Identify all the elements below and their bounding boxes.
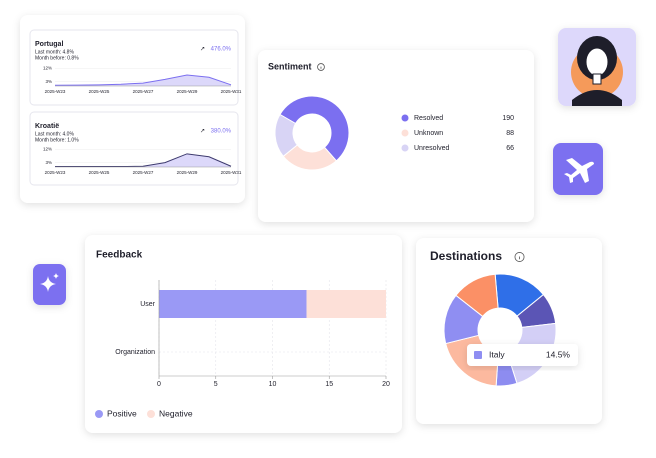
- x-tick-label: 0: [157, 381, 161, 388]
- x-tick-label: 2025-W23: [45, 170, 66, 175]
- y-tick-label: 12%: [43, 66, 52, 71]
- annotation: Month before: 1.0%: [35, 137, 79, 143]
- tooltip: [467, 344, 578, 366]
- slice: [279, 95, 350, 162]
- y-tick-label: Organization: [115, 349, 155, 356]
- x-tick-label: 2025-W29: [177, 89, 198, 94]
- x-tick-label: 2025-W31: [221, 170, 242, 175]
- plane-tile: [553, 143, 603, 195]
- line: [54, 74, 232, 86]
- avatar-tile: [558, 28, 636, 106]
- x-tick-label: 2025-W23: [45, 89, 66, 94]
- chart-title: Kroatië: [35, 123, 59, 130]
- chart-title: Sentiment: [268, 61, 312, 71]
- y-tick-label: 3%: [45, 160, 52, 165]
- sparkle-tile: [33, 264, 66, 305]
- annotation: Month before: 0.8%: [35, 55, 79, 61]
- x-tick-label: 2025-W27: [133, 170, 154, 175]
- annotation: Last month: 4.0%: [35, 131, 74, 137]
- x-tick-label: 2025-W25: [89, 170, 110, 175]
- y-tick-label: 12%: [43, 147, 52, 152]
- bar: [306, 290, 386, 318]
- legend-swatch: [95, 410, 103, 418]
- legend-swatch: [147, 410, 155, 418]
- legend-label: Unresolved: [414, 145, 450, 152]
- tooltip-value: 14.5%: [546, 349, 571, 359]
- x-tick-label: 2025-W27: [133, 89, 154, 94]
- area: [55, 75, 231, 86]
- legend-swatch: [401, 114, 409, 122]
- slice: [274, 113, 298, 158]
- line: [55, 153, 232, 168]
- x-tick-label: 15: [325, 381, 333, 388]
- legend-swatch: [401, 144, 409, 152]
- tooltip-label: Italy: [489, 349, 505, 359]
- info-icon: [317, 63, 325, 71]
- destinations-card: [416, 238, 602, 424]
- sentiment-card: [258, 50, 534, 222]
- change-badge: 476.0%: [211, 47, 232, 53]
- legend-value: 88: [506, 130, 514, 137]
- chart-title: Feedback: [96, 250, 143, 261]
- y-tick-label: User: [140, 301, 155, 308]
- x-tick-label: 20: [382, 381, 390, 388]
- badge-arrow: ↗: [200, 47, 205, 53]
- slice: [455, 273, 499, 318]
- legend-value: 190: [502, 115, 514, 122]
- feedback-card: [85, 235, 402, 433]
- legend-value: 66: [506, 145, 514, 152]
- chart-title: Portugal: [35, 41, 63, 48]
- area: [55, 153, 231, 167]
- x-tick-label: 10: [269, 381, 277, 388]
- legend-label: Unknown: [414, 130, 443, 137]
- x-tick-label: 2025-W29: [177, 170, 198, 175]
- y-tick-label: 3%: [45, 79, 52, 84]
- legend-label: Positive: [107, 408, 137, 418]
- x-tick-label: 5: [214, 381, 218, 388]
- chart-title: Destinations: [430, 249, 502, 263]
- tooltip-swatch: [474, 351, 482, 359]
- change-badge: 380.0%: [211, 129, 232, 135]
- bar: [159, 290, 307, 318]
- info-icon: [514, 252, 525, 262]
- x-tick-label: 2025-W25: [89, 89, 110, 94]
- legend-label: Negative: [159, 408, 193, 418]
- x-tick-label: 2025-W31: [221, 89, 242, 94]
- legend-label: Resolved: [414, 115, 443, 122]
- badge-arrow: ↗: [200, 129, 205, 135]
- annotation: Last month: 4.8%: [35, 49, 74, 55]
- legend-swatch: [401, 129, 409, 137]
